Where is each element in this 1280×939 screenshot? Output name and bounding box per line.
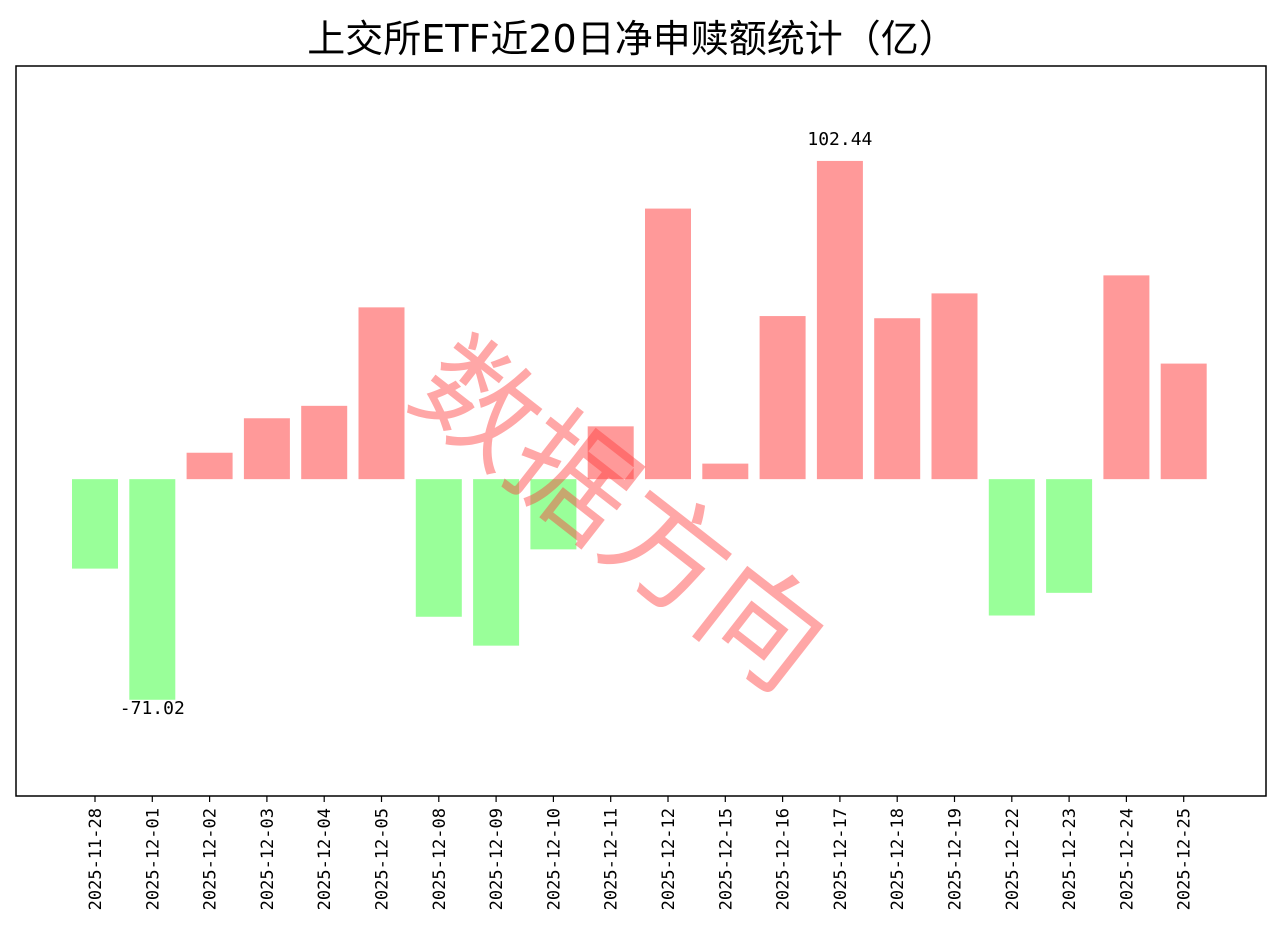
- bars-group: [72, 160, 1207, 700]
- bar-2025-11-28: [72, 479, 118, 569]
- bar-2025-12-02: [186, 452, 233, 480]
- x-axis-ticks: 2025-11-28 2025-12-01 2025-12-02 2025-12-03…: [86, 796, 1195, 910]
- x-tick-label: 2025-12-15: [716, 808, 736, 910]
- x-tick-label: 2025-12-23: [1060, 808, 1080, 910]
- bar-2025-12-10: [530, 479, 577, 550]
- bar-2025-12-24: [1103, 275, 1150, 480]
- bar-2025-12-16: [759, 316, 806, 480]
- bar-2025-12-17: [816, 160, 863, 480]
- data-label-min: -71.02: [120, 698, 185, 719]
- bar-2025-12-03: [243, 418, 290, 480]
- x-tick-label: 2025-12-25: [1175, 808, 1195, 910]
- x-tick-label: 2025-11-28: [86, 808, 106, 910]
- x-tick-label: 2025-12-05: [373, 808, 393, 910]
- bar-2025-12-05: [358, 307, 405, 480]
- x-tick-label: 2025-12-12: [659, 808, 679, 910]
- bar-2025-12-01: [129, 479, 176, 700]
- data-labels-group: 102.44 -71.02: [120, 129, 873, 719]
- data-label-max: 102.44: [807, 129, 872, 150]
- bar-2025-12-19: [931, 293, 978, 480]
- x-tick-label: 2025-12-17: [831, 808, 851, 910]
- chart-title: 上交所ETF近20日净申赎额统计（亿）: [307, 17, 956, 61]
- plot-frame: [15, 65, 1267, 797]
- bar-2025-12-18: [874, 318, 921, 480]
- x-tick-label: 2025-12-18: [888, 808, 908, 910]
- x-tick-label: 2025-12-03: [258, 808, 278, 910]
- bar-2025-12-15: [702, 463, 749, 480]
- bar-2025-12-22: [988, 479, 1035, 616]
- bar-2025-12-11: [587, 426, 634, 480]
- x-tick-label: 2025-12-01: [143, 808, 163, 910]
- x-tick-label: 2025-12-04: [315, 808, 335, 910]
- x-tick-label: 2025-12-22: [1003, 808, 1023, 910]
- bar-2025-12-23: [1046, 479, 1093, 593]
- bar-2025-12-04: [301, 405, 348, 480]
- x-tick-label: 2025-12-02: [201, 808, 221, 910]
- bar-2025-12-09: [473, 479, 520, 646]
- x-tick-label: 2025-12-24: [1117, 808, 1137, 910]
- x-tick-label: 2025-12-10: [544, 808, 564, 910]
- bar-2025-12-12: [645, 208, 691, 480]
- x-tick-label: 2025-12-08: [430, 808, 450, 910]
- x-tick-label: 2025-12-16: [774, 808, 794, 910]
- bar-2025-12-25: [1160, 363, 1207, 480]
- bar-2025-12-08: [415, 479, 462, 617]
- x-tick-label: 2025-12-09: [487, 808, 507, 910]
- x-tick-label: 2025-12-19: [946, 808, 966, 910]
- x-tick-label: 2025-12-11: [602, 808, 622, 910]
